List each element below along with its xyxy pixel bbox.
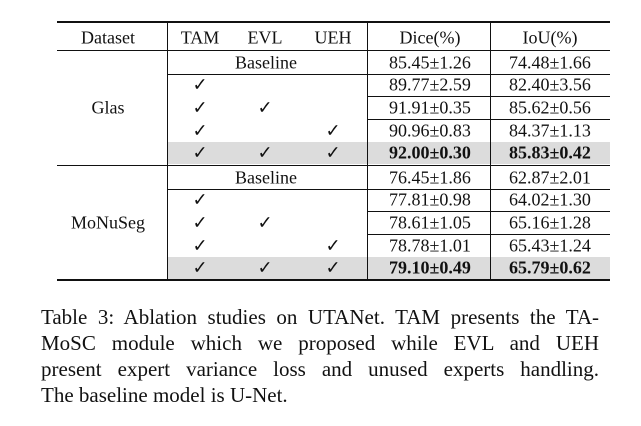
metric-cell: 65.16±1.28 xyxy=(509,212,591,233)
metric-cell: 89.77±2.59 xyxy=(389,74,471,95)
row-rule xyxy=(367,233,610,235)
caption-line: present expert variance loss and unused … xyxy=(41,357,599,381)
metric-cell: 64.02±1.30 xyxy=(509,189,591,210)
top-rule xyxy=(57,21,610,23)
metric-cell: 74.48±1.66 xyxy=(509,52,591,72)
check-cell: ✓ xyxy=(325,120,341,141)
check-cell: ✓ xyxy=(325,142,341,163)
header-cell: IoU(%) xyxy=(522,27,578,48)
metric-cell: 85.83±0.42 xyxy=(509,142,591,163)
check-cell: ✓ xyxy=(192,120,208,141)
metric-cell: 62.87±2.01 xyxy=(509,167,591,187)
check-cell: ✓ xyxy=(257,97,273,118)
check-cell: ✓ xyxy=(257,142,273,163)
check-cell: ✓ xyxy=(192,257,208,278)
check-cell: ✓ xyxy=(325,235,341,256)
check-cell: ✓ xyxy=(192,142,208,163)
check-cell: ✓ xyxy=(257,212,273,233)
column-rule xyxy=(167,22,168,280)
caption-line: Table 3: Ablation studies on UTANet. TAM… xyxy=(41,305,599,329)
metric-cell: 84.37±1.13 xyxy=(509,120,591,141)
check-cell: ✓ xyxy=(192,235,208,256)
metric-cell: 90.96±0.83 xyxy=(389,120,471,141)
column-rule xyxy=(367,22,368,280)
metric-cell: 85.45±1.26 xyxy=(389,52,471,72)
row-rule xyxy=(367,141,610,143)
check-cell: ✓ xyxy=(192,189,208,210)
caption-line: The baseline model is U-Net. xyxy=(41,383,288,407)
row-rule xyxy=(167,73,610,75)
metric-cell: 65.79±0.62 xyxy=(509,257,591,278)
row-rule xyxy=(367,211,610,213)
baseline-label: Baseline xyxy=(235,167,297,187)
column-rule xyxy=(490,22,491,280)
header-cell: Dice(%) xyxy=(399,27,461,48)
metric-cell: 76.45±1.86 xyxy=(389,167,471,187)
metric-cell: 82.40±3.56 xyxy=(509,74,591,95)
header-cell: Dataset xyxy=(81,27,135,48)
highlight-row xyxy=(167,257,610,280)
metric-cell: 77.81±0.98 xyxy=(389,189,471,210)
dataset-label: Glas xyxy=(91,97,125,118)
row-rule xyxy=(367,118,610,120)
dataset-label: MoNuSeg xyxy=(70,212,146,233)
header-cell: TAM xyxy=(180,27,220,48)
check-cell: ✓ xyxy=(192,97,208,118)
check-cell: ✓ xyxy=(257,257,273,278)
header-rule xyxy=(57,50,610,51)
header-cell: UEH xyxy=(314,27,352,48)
metric-cell: 65.43±1.24 xyxy=(509,235,591,256)
group-rule xyxy=(57,165,610,166)
bottom-rule xyxy=(57,279,610,281)
row-rule xyxy=(367,256,610,258)
check-cell: ✓ xyxy=(192,212,208,233)
metric-cell: 91.91±0.35 xyxy=(389,97,471,118)
check-cell: ✓ xyxy=(325,257,341,278)
metric-cell: 78.78±1.01 xyxy=(389,235,471,256)
highlight-row xyxy=(167,142,610,165)
row-rule xyxy=(367,96,610,98)
metric-cell: 78.61±1.05 xyxy=(389,212,471,233)
metric-cell: 79.10±0.49 xyxy=(389,257,471,278)
header-cell: EVL xyxy=(247,27,283,48)
check-cell: ✓ xyxy=(192,74,208,95)
baseline-label: Baseline xyxy=(235,52,297,72)
row-rule xyxy=(167,188,610,190)
caption-line: MoSC module which we proposed while EVL … xyxy=(41,331,599,355)
metric-cell: 92.00±0.30 xyxy=(389,142,471,163)
metric-cell: 85.62±0.56 xyxy=(509,97,591,118)
